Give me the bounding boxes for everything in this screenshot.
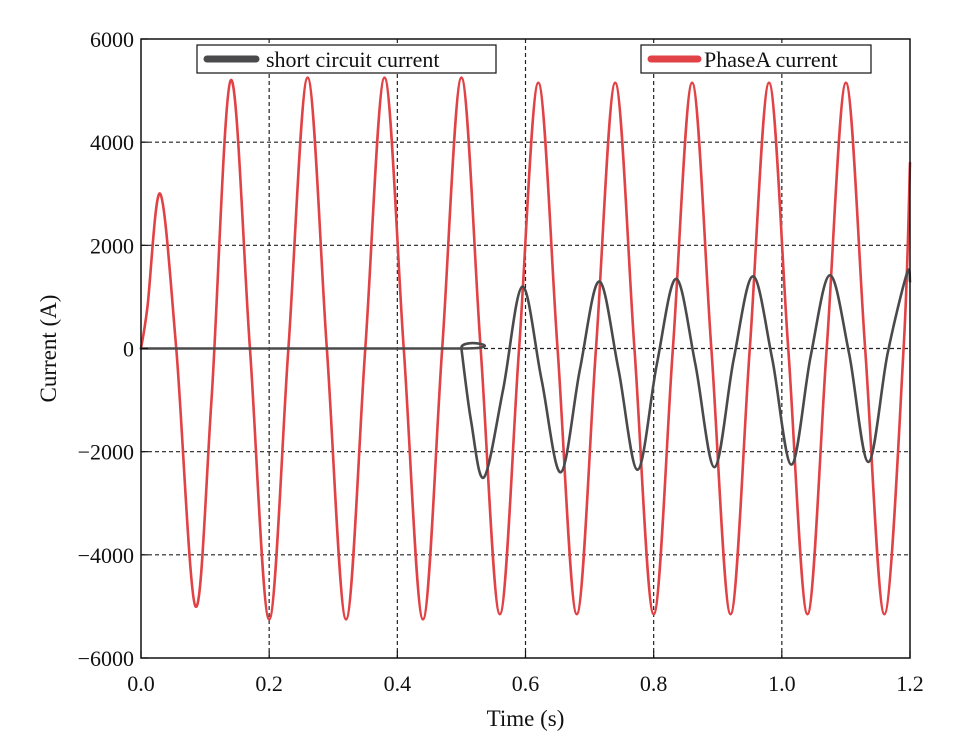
legend-label-short-circuit: short circuit current	[266, 47, 440, 72]
y-tick-label: −4000	[78, 543, 134, 568]
y-tick-label: 0	[123, 337, 134, 362]
x-tick-label: 0.2	[255, 671, 283, 696]
x-axis-label: Time (s)	[487, 706, 565, 731]
series-line-phase-a	[139, 76, 912, 621]
legend-short-circuit: short circuit current	[196, 44, 497, 74]
y-tick-label: 4000	[90, 130, 134, 155]
series-lines	[139, 76, 912, 621]
y-tick-label: 6000	[90, 27, 134, 52]
y-axis-label: Current (A)	[36, 295, 61, 403]
x-tick-label: 1.0	[768, 671, 796, 696]
axis-ticks: 0.0 0.2 0.4 0.6 0.8 1.0 1.2 −6000 −4000 −2000 0 200…	[78, 27, 924, 696]
x-tick-label: 0.4	[384, 671, 412, 696]
legend-label-phase-a: PhaseA current	[704, 47, 838, 72]
y-tick-label: 2000	[90, 233, 134, 258]
legend-phase-a: PhaseA current	[640, 44, 872, 74]
x-tick-label: 1.2	[896, 671, 924, 696]
y-tick-label: −6000	[78, 646, 134, 671]
x-tick-label: 0.8	[640, 671, 668, 696]
x-tick-label: 0.6	[512, 671, 540, 696]
y-tick-label: −2000	[78, 440, 134, 465]
series-line-short-circuit	[139, 268, 912, 479]
x-tick-label: 0.0	[127, 671, 155, 696]
